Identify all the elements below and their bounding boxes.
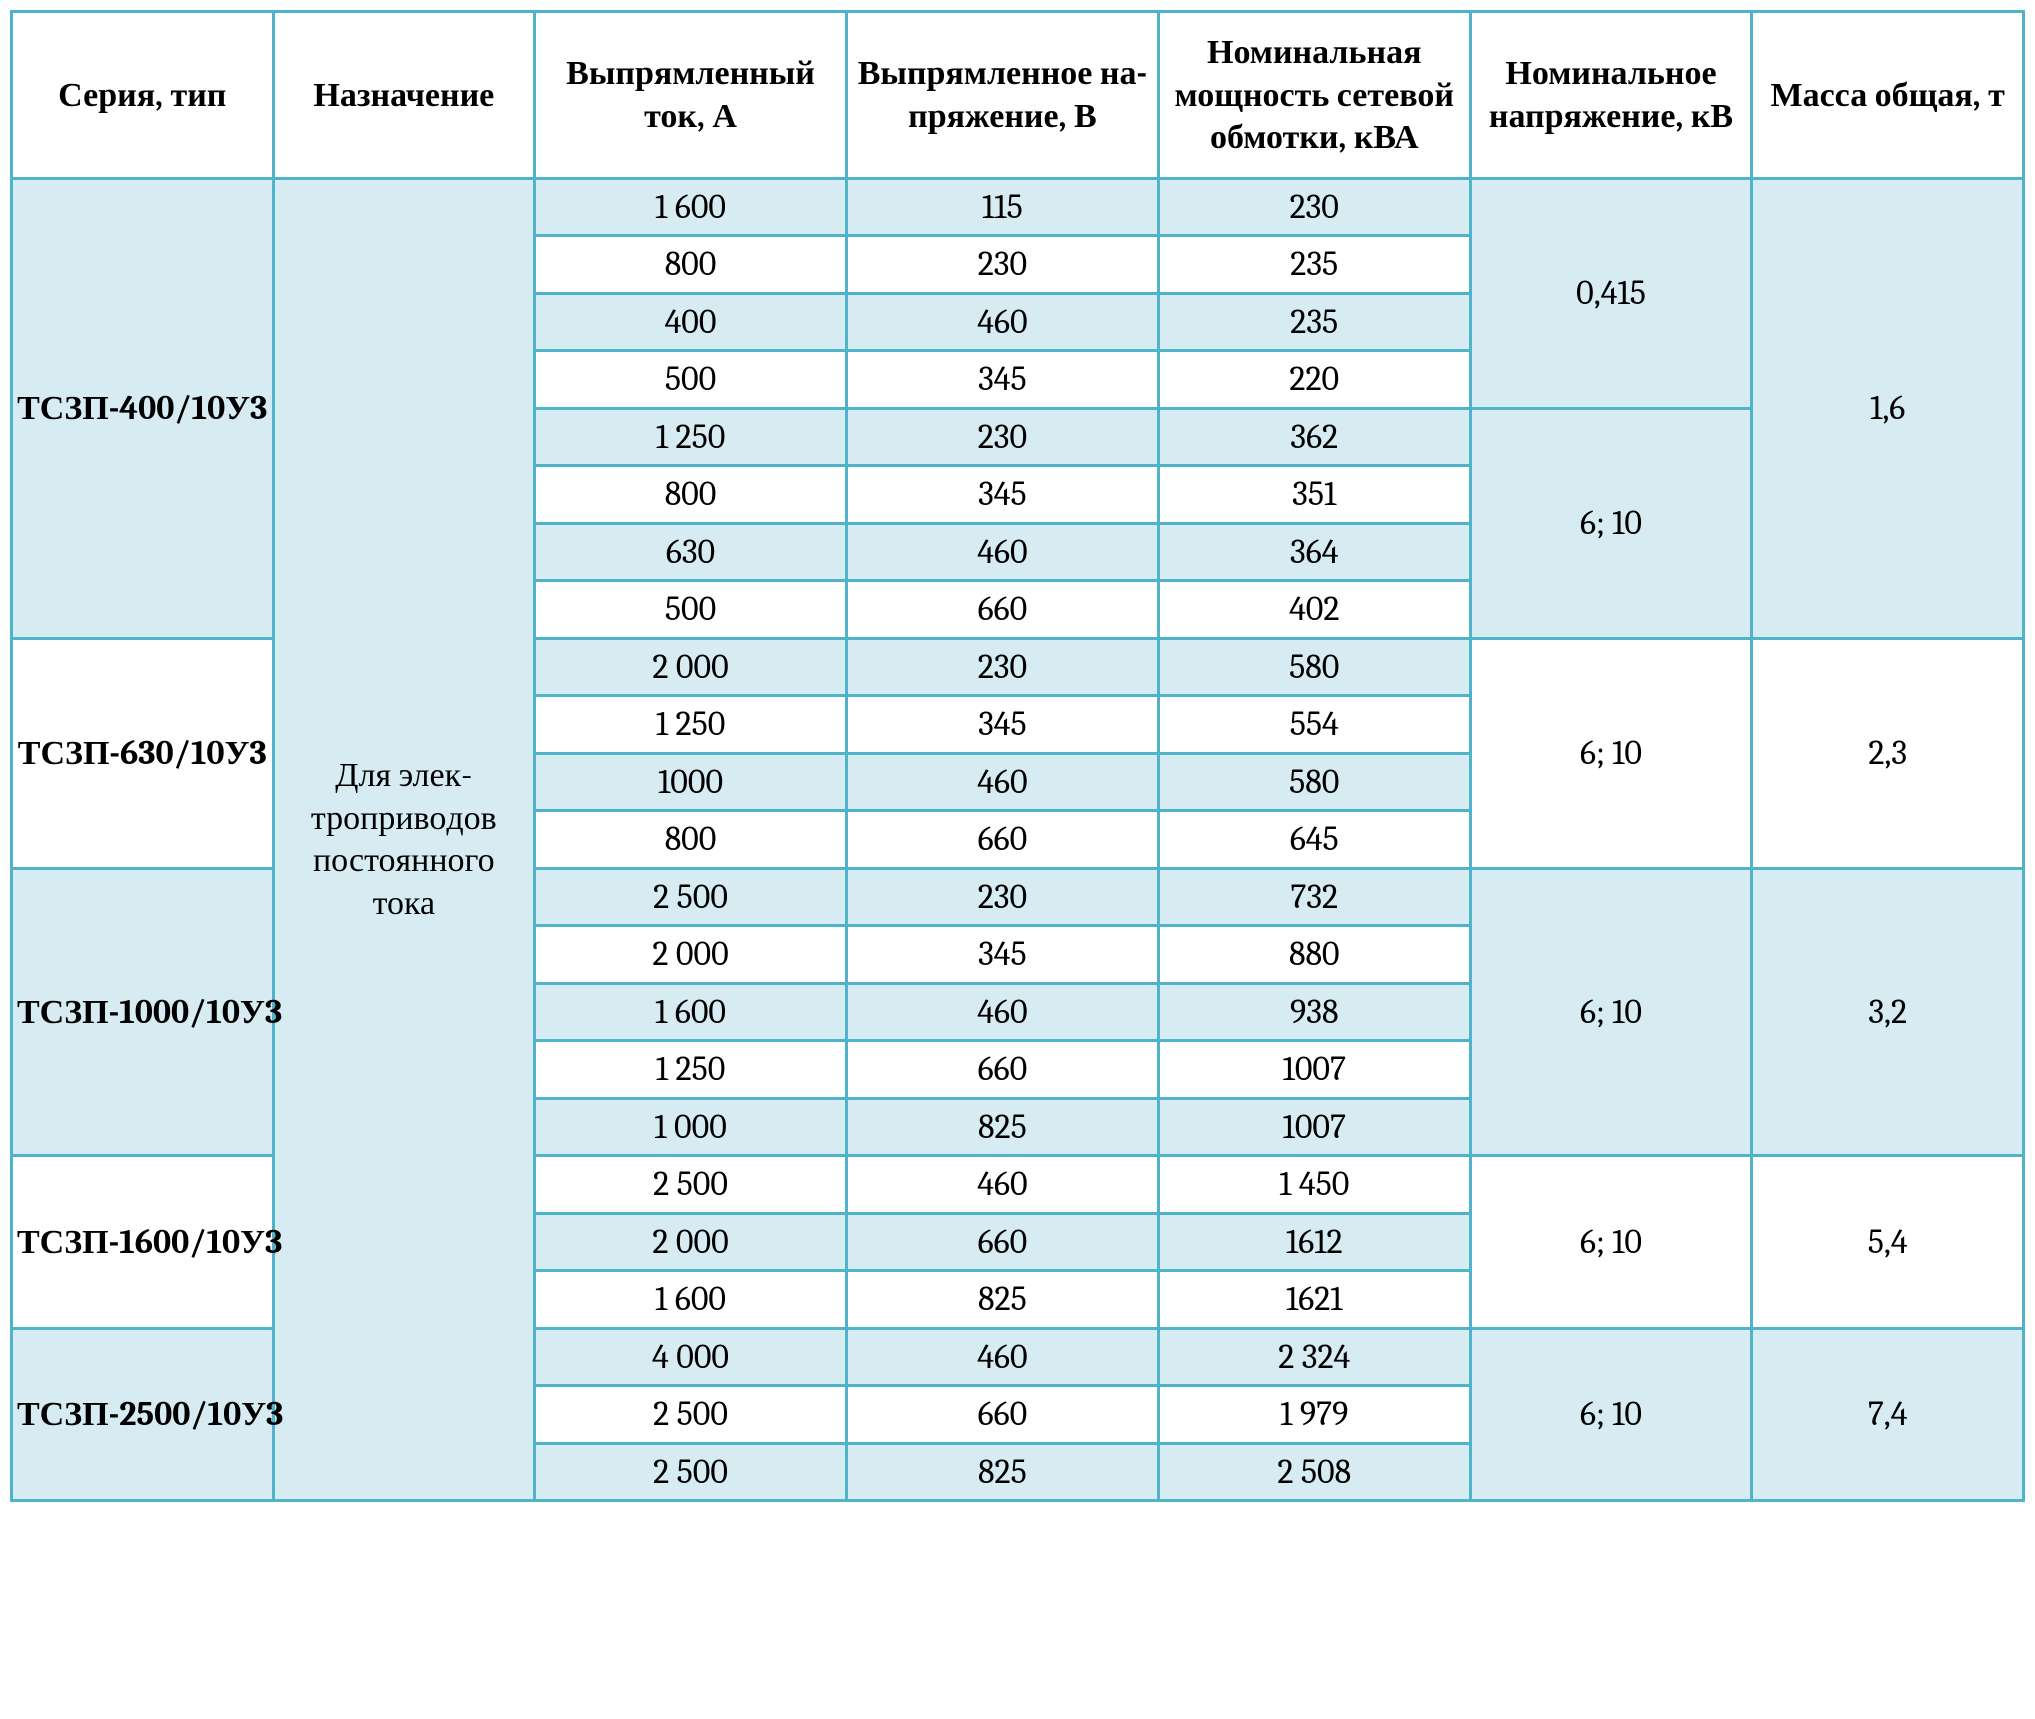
col-power: Номи­нальная мощность сетевой обмотки, к… bbox=[1158, 12, 1470, 179]
cell-voltage: 460 bbox=[846, 523, 1158, 581]
transformer-table: Серия, тип Назначе­ние Выпрям­ленный ток… bbox=[10, 10, 2025, 1502]
cell-power: 364 bbox=[1158, 523, 1470, 581]
cell-power: 1 979 bbox=[1158, 1386, 1470, 1444]
cell-voltage: 825 bbox=[846, 1098, 1158, 1156]
mass-cell: 2,3 bbox=[1752, 638, 2024, 868]
cell-power: 235 bbox=[1158, 293, 1470, 351]
cell-current: 1 250 bbox=[535, 696, 847, 754]
cell-current: 1 250 bbox=[535, 408, 847, 466]
cell-power: 2 324 bbox=[1158, 1328, 1470, 1386]
cell-power: 1007 bbox=[1158, 1041, 1470, 1099]
cell-current: 2 500 bbox=[535, 1443, 847, 1501]
cell-current: 1 600 bbox=[535, 178, 847, 236]
col-series: Серия, тип bbox=[12, 12, 274, 179]
cell-power: 580 bbox=[1158, 638, 1470, 696]
cell-voltage: 460 bbox=[846, 1156, 1158, 1214]
series-cell: ТСЗП-1600/10У3 bbox=[12, 1156, 274, 1329]
cell-power: 1612 bbox=[1158, 1213, 1470, 1271]
cell-voltage: 825 bbox=[846, 1271, 1158, 1329]
col-rect-voltage: Выпрям­ленное на­пряжение, В bbox=[846, 12, 1158, 179]
cell-power: 554 bbox=[1158, 696, 1470, 754]
cell-voltage: 115 bbox=[846, 178, 1158, 236]
cell-power: 1007 bbox=[1158, 1098, 1470, 1156]
cell-voltage: 660 bbox=[846, 1041, 1158, 1099]
series-cell: ТСЗП-1000/10У3 bbox=[12, 868, 274, 1156]
cell-current: 2 500 bbox=[535, 1156, 847, 1214]
cell-power: 1 450 bbox=[1158, 1156, 1470, 1214]
nominal-voltage-cell: 6; 10 bbox=[1470, 1328, 1752, 1501]
cell-power: 2 508 bbox=[1158, 1443, 1470, 1501]
cell-voltage: 660 bbox=[846, 811, 1158, 869]
nominal-voltage-cell: 6; 10 bbox=[1470, 868, 1752, 1156]
cell-current: 2 500 bbox=[535, 1386, 847, 1444]
cell-voltage: 345 bbox=[846, 466, 1158, 524]
nominal-voltage-cell: 6; 10 bbox=[1470, 638, 1752, 868]
series-cell: ТСЗП-400/10У3 bbox=[12, 178, 274, 638]
cell-power: 645 bbox=[1158, 811, 1470, 869]
cell-voltage: 460 bbox=[846, 983, 1158, 1041]
cell-voltage: 230 bbox=[846, 236, 1158, 294]
cell-current: 1 000 bbox=[535, 1098, 847, 1156]
cell-voltage: 345 bbox=[846, 696, 1158, 754]
cell-current: 2 000 bbox=[535, 926, 847, 984]
purpose-cell: Для элек­троприво­дов посто­янного тока bbox=[273, 178, 535, 1501]
cell-current: 500 bbox=[535, 351, 847, 409]
cell-voltage: 825 bbox=[846, 1443, 1158, 1501]
cell-current: 800 bbox=[535, 811, 847, 869]
cell-current: 1000 bbox=[535, 753, 847, 811]
cell-current: 1 600 bbox=[535, 983, 847, 1041]
cell-voltage: 230 bbox=[846, 868, 1158, 926]
cell-voltage: 460 bbox=[846, 753, 1158, 811]
cell-current: 1 250 bbox=[535, 1041, 847, 1099]
header-row: Серия, тип Назначе­ние Выпрям­ленный ток… bbox=[12, 12, 2024, 179]
mass-cell: 1,6 bbox=[1752, 178, 2024, 638]
col-current: Выпрям­ленный ток, А bbox=[535, 12, 847, 179]
cell-current: 2 500 bbox=[535, 868, 847, 926]
cell-voltage: 345 bbox=[846, 351, 1158, 409]
cell-voltage: 230 bbox=[846, 638, 1158, 696]
cell-power: 1621 bbox=[1158, 1271, 1470, 1329]
cell-power: 732 bbox=[1158, 868, 1470, 926]
cell-voltage: 230 bbox=[846, 408, 1158, 466]
cell-power: 402 bbox=[1158, 581, 1470, 639]
cell-voltage: 660 bbox=[846, 1213, 1158, 1271]
cell-voltage: 660 bbox=[846, 1386, 1158, 1444]
cell-power: 235 bbox=[1158, 236, 1470, 294]
series-cell: ТСЗП-630/10У3 bbox=[12, 638, 274, 868]
cell-power: 880 bbox=[1158, 926, 1470, 984]
cell-power: 351 bbox=[1158, 466, 1470, 524]
cell-power: 230 bbox=[1158, 178, 1470, 236]
cell-current: 400 bbox=[535, 293, 847, 351]
mass-cell: 7,4 bbox=[1752, 1328, 2024, 1501]
col-nom-voltage: Номи­нальное напряже­ние, кВ bbox=[1470, 12, 1752, 179]
nominal-voltage-cell: 6; 10 bbox=[1470, 408, 1752, 638]
cell-current: 800 bbox=[535, 466, 847, 524]
cell-current: 4 000 bbox=[535, 1328, 847, 1386]
cell-current: 2 000 bbox=[535, 638, 847, 696]
cell-power: 220 bbox=[1158, 351, 1470, 409]
col-mass: Масса общая, т bbox=[1752, 12, 2024, 179]
col-purpose: Назначе­ние bbox=[273, 12, 535, 179]
cell-power: 580 bbox=[1158, 753, 1470, 811]
mass-cell: 5,4 bbox=[1752, 1156, 2024, 1329]
cell-voltage: 660 bbox=[846, 581, 1158, 639]
cell-current: 800 bbox=[535, 236, 847, 294]
cell-current: 630 bbox=[535, 523, 847, 581]
cell-voltage: 345 bbox=[846, 926, 1158, 984]
nominal-voltage-cell: 0,415 bbox=[1470, 178, 1752, 408]
cell-voltage: 460 bbox=[846, 293, 1158, 351]
table-row: ТСЗП-400/10У3 Для элек­троприво­дов пост… bbox=[12, 178, 2024, 236]
cell-voltage: 460 bbox=[846, 1328, 1158, 1386]
cell-power: 362 bbox=[1158, 408, 1470, 466]
cell-current: 500 bbox=[535, 581, 847, 639]
cell-power: 938 bbox=[1158, 983, 1470, 1041]
nominal-voltage-cell: 6; 10 bbox=[1470, 1156, 1752, 1329]
series-cell: ТСЗП-2500/10У3 bbox=[12, 1328, 274, 1501]
cell-current: 1 600 bbox=[535, 1271, 847, 1329]
cell-current: 2 000 bbox=[535, 1213, 847, 1271]
mass-cell: 3,2 bbox=[1752, 868, 2024, 1156]
